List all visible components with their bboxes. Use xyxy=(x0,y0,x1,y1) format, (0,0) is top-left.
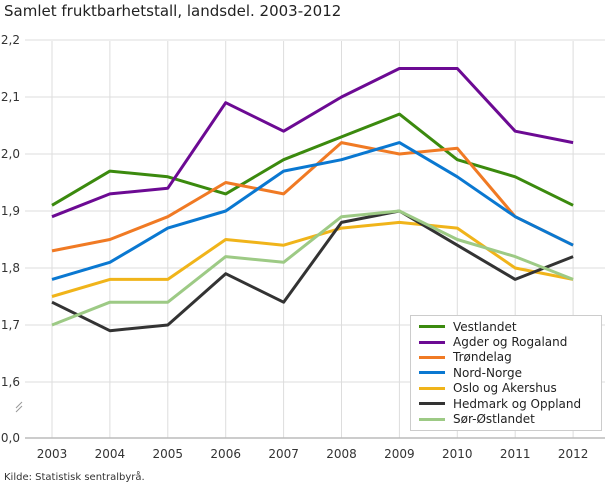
legend-swatch xyxy=(419,386,445,390)
legend-item: Trøndelag xyxy=(411,350,601,365)
legend-item: Agder og Rogaland xyxy=(411,334,601,349)
x-tick-label: 2004 xyxy=(95,447,126,461)
y-tick-label: 2,1 xyxy=(1,90,20,104)
legend-swatch xyxy=(419,340,445,344)
legend-label: Agder og Rogaland xyxy=(453,335,568,350)
legend-item: Oslo og Akershus xyxy=(411,381,601,396)
legend-swatch xyxy=(419,371,445,375)
y-tick-label: 1,9 xyxy=(1,204,20,218)
series-line xyxy=(51,209,574,327)
legend-item: Vestlandet xyxy=(411,319,601,334)
chart-title: Samlet fruktbarhetstall, landsdel. 2003-… xyxy=(4,2,342,20)
legend-item: Hedmark og Oppland xyxy=(411,396,601,411)
series-line xyxy=(51,112,574,207)
x-tick-label: 2012 xyxy=(558,447,589,461)
y-tick-label: 2,0 xyxy=(1,147,20,161)
series-line xyxy=(51,141,574,281)
legend-label: Trøndelag xyxy=(453,350,512,365)
source-note: Kilde: Statistisk sentralbyrå. xyxy=(4,472,145,483)
x-tick-label: 2009 xyxy=(384,447,415,461)
legend-label: Sør-Østlandet xyxy=(453,412,535,427)
legend-item: Nord-Norge xyxy=(411,365,601,380)
legend-swatch xyxy=(419,402,445,406)
x-tick-label: 2003 xyxy=(37,447,68,461)
series-line xyxy=(51,220,574,298)
series-line xyxy=(51,141,574,253)
x-tick-label: 2008 xyxy=(326,447,357,461)
x-tick-label: 2006 xyxy=(210,447,241,461)
y-tick-label: 1,8 xyxy=(1,261,20,275)
legend-label: Nord-Norge xyxy=(453,365,523,380)
y-tick-label: 1,6 xyxy=(1,375,20,389)
legend-label: Oslo og Akershus xyxy=(453,381,557,396)
legend-swatch xyxy=(419,417,445,421)
x-tick-label: 2005 xyxy=(153,447,184,461)
y-tick-label: 2,2 xyxy=(1,33,20,47)
y-tick-label: 0,0 xyxy=(1,431,20,445)
series-line xyxy=(51,209,574,333)
x-tick-label: 2007 xyxy=(268,447,299,461)
legend: Vestlandet Agder og Rogaland Trøndelag Nord… xyxy=(410,315,602,431)
x-tick-label: 2010 xyxy=(442,447,473,461)
legend-item: Sør-Østlandet xyxy=(411,411,601,426)
legend-label: Hedmark og Oppland xyxy=(453,396,582,411)
legend-swatch xyxy=(419,355,445,359)
legend-label: Vestlandet xyxy=(453,319,517,334)
y-tick-label: 1,7 xyxy=(1,318,20,332)
axis-break-icon xyxy=(15,401,23,413)
legend-swatch xyxy=(419,325,445,329)
series-line xyxy=(51,67,574,219)
x-tick-label: 2011 xyxy=(500,447,531,461)
